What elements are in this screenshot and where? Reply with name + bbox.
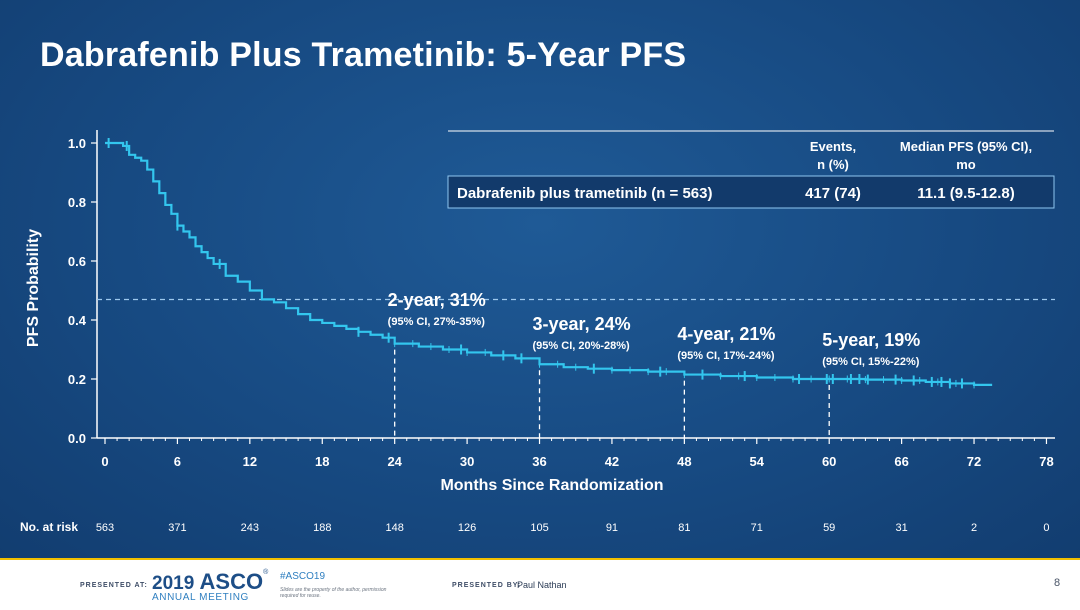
censor-marks-group xyxy=(107,138,975,389)
footer: PRESENTED AT: 2019 ASCO® ANNUAL MEETING … xyxy=(0,558,1080,610)
risk-count: 148 xyxy=(386,522,404,534)
landmark-label: 5-year, 19% xyxy=(822,330,920,350)
y-axis-label: PFS Probability xyxy=(25,229,42,347)
slide-title: Dabrafenib Plus Trametinib: 5-Year PFS xyxy=(40,36,687,74)
presented-at-label: PRESENTED AT: xyxy=(80,582,148,589)
risk-count: 0 xyxy=(1043,522,1049,534)
risk-count: 243 xyxy=(241,522,259,534)
y-tick-label: 0.4 xyxy=(68,313,87,328)
x-tick-label: 60 xyxy=(822,454,836,469)
x-tick-label: 12 xyxy=(243,454,257,469)
table-row-label: Dabrafenib plus trametinib (n = 563) xyxy=(457,185,712,202)
table-row-bg xyxy=(447,175,1055,209)
x-tick-label: 78 xyxy=(1039,454,1053,469)
x-tick-label: 48 xyxy=(677,454,691,469)
y-tick-label: 1.0 xyxy=(68,136,86,151)
table-header-median-line2: mo xyxy=(956,157,976,172)
risk-count: 105 xyxy=(530,522,548,534)
landmark-label: 4-year, 21% xyxy=(677,324,775,344)
y-tick-label: 0.0 xyxy=(68,431,86,446)
risk-count: 81 xyxy=(678,522,690,534)
page-number: 8 xyxy=(1054,577,1061,589)
reference-lines xyxy=(97,298,1055,438)
x-tick-label: 6 xyxy=(174,454,181,469)
presenter-name: Paul Nathan xyxy=(517,580,567,590)
table-row-events: 417 (74) xyxy=(805,185,861,202)
presented-by-label: PRESENTED BY: xyxy=(452,582,522,589)
table-header-median-line1: Median PFS (95% CI), xyxy=(900,139,1032,154)
x-tick-label: 24 xyxy=(387,454,402,469)
risk-table-title: No. at risk xyxy=(20,520,78,534)
x-axis-label: Months Since Randomization xyxy=(440,477,663,494)
x-tick-label: 72 xyxy=(967,454,981,469)
x-tick-group: 0 6 12 18 24 30 36 42 48 54 60 66 72 78 xyxy=(101,438,1054,469)
annual-meeting-label: ANNUAL MEETING xyxy=(152,592,249,603)
landmark-ci: (95% CI, 17%-24%) xyxy=(677,350,775,362)
risk-count: 71 xyxy=(751,522,763,534)
table-header-events-line2: n (%) xyxy=(817,157,849,172)
landmark-ci: (95% CI, 27%-35%) xyxy=(388,316,486,328)
risk-count: 188 xyxy=(313,522,331,534)
y-tick-group: 0.0 0.2 0.4 0.6 0.8 1.0 xyxy=(68,136,97,446)
landmark-annotations: 2-year, 31% (95% CI, 27%-35%) 3-year, 24% (… xyxy=(388,290,921,368)
landmark-ci: (95% CI, 15%-22%) xyxy=(822,356,920,368)
survival-curve xyxy=(105,141,993,386)
risk-count: 563 xyxy=(96,522,114,534)
risk-count: 91 xyxy=(606,522,618,534)
x-tick-label: 18 xyxy=(315,454,329,469)
y-tick-label: 0.2 xyxy=(68,372,86,387)
x-tick-label: 36 xyxy=(532,454,546,469)
slide-background: Dabrafenib Plus Trametinib: 5-Year PFS 0… xyxy=(0,0,1080,558)
risk-count: 2 xyxy=(971,522,977,534)
risk-count: 371 xyxy=(168,522,186,534)
risk-count: 126 xyxy=(458,522,476,534)
asco-logo: 2019 ASCO® xyxy=(152,569,269,594)
x-tick-label: 54 xyxy=(750,454,765,469)
x-tick-label: 30 xyxy=(460,454,474,469)
landmark-label: 2-year, 31% xyxy=(388,290,486,310)
summary-table: Events, n (%) Median PFS (95% CI), mo Da… xyxy=(447,130,1055,209)
table-row-median: 11.1 (9.5-12.8) xyxy=(917,185,1015,202)
x-tick-label: 0 xyxy=(101,454,108,469)
km-chart: 0 6 12 18 24 30 36 42 48 54 60 66 72 78 0.00.20.40.60… xyxy=(20,130,1055,534)
risk-count: 31 xyxy=(895,522,907,534)
table-header-events-line1: Events, xyxy=(810,139,856,154)
landmark-ci: (95% CI, 20%-28%) xyxy=(533,340,631,352)
risk-count: 59 xyxy=(823,522,835,534)
survival-curve-group xyxy=(105,141,993,386)
permission-note: Slides are the property of the author, p… xyxy=(280,587,387,599)
y-tick-label: 0.6 xyxy=(68,254,86,269)
x-tick-label: 42 xyxy=(605,454,619,469)
landmark-label: 3-year, 24% xyxy=(533,314,631,334)
risk-table-values: 563 371 243 188 148 126 105 91 81 71 59 31 2 0 xyxy=(96,522,1050,534)
x-tick-label: 66 xyxy=(894,454,908,469)
hashtag: #ASCO19 xyxy=(280,571,326,582)
y-tick-label: 0.8 xyxy=(68,195,86,210)
